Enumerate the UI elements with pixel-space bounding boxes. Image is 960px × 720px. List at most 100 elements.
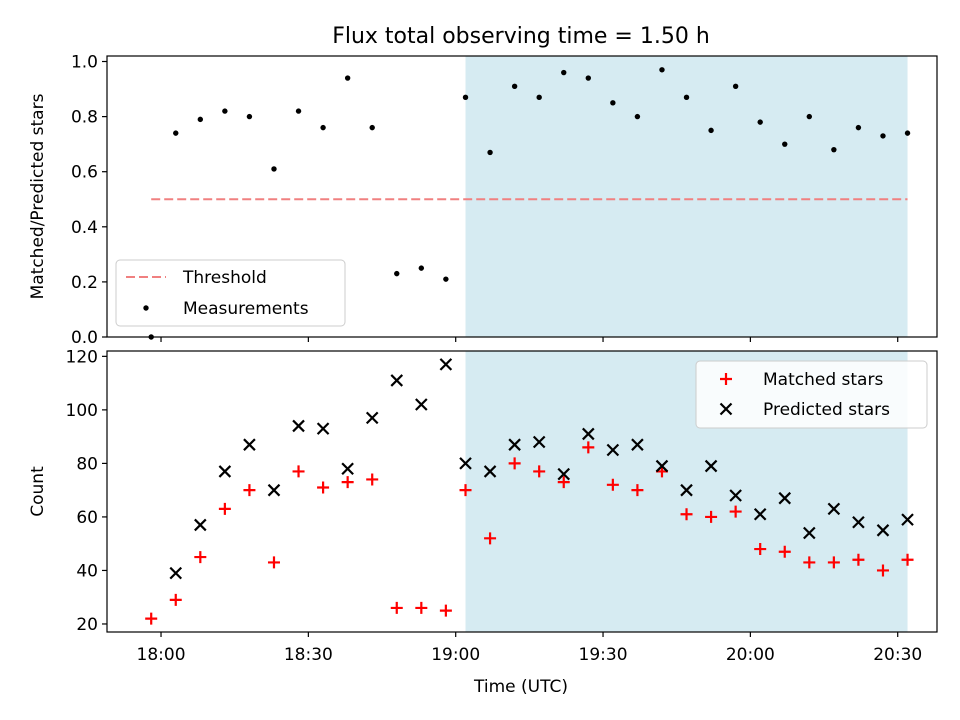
predicted-stars-point: [483, 465, 497, 478]
matched-stars-point: [341, 476, 354, 489]
y-tick-label: 100: [66, 401, 98, 421]
legend-threshold-label: Threshold: [182, 268, 267, 288]
predicted-stars-point: [680, 483, 693, 497]
x-tick-label: 18:00: [137, 645, 186, 665]
predicted-stars-point: [704, 459, 718, 473]
measurement-point: [295, 108, 302, 114]
measurement-point: [634, 113, 641, 120]
matched-stars-point: [876, 564, 889, 577]
matched-stars-point: [680, 508, 693, 521]
measurement-point: [320, 124, 326, 131]
matched-stars-point: [606, 478, 619, 491]
matched-stars-point: [557, 476, 570, 489]
x-tick-label: 20:30: [873, 645, 922, 665]
matched-stars-point: [852, 553, 865, 566]
predicted-stars-point: [876, 524, 890, 537]
y-tick-label: 0.6: [71, 163, 98, 183]
predicted-stars-point: [390, 374, 404, 387]
measurement-point: [561, 69, 567, 76]
predicted-stars-point: [582, 427, 595, 441]
measurement-point: [443, 276, 449, 282]
axes-frame: [106, 350, 938, 633]
predicted-stars-point: [316, 422, 330, 435]
matched-stars-point: [705, 510, 718, 523]
matched-stars-point: [484, 532, 497, 545]
matched-stars-point: [508, 457, 521, 470]
predicted-stars-point: [803, 526, 816, 540]
matched-stars-point: [267, 556, 280, 569]
predicted-stars-point: [655, 459, 669, 473]
legend-box: [115, 259, 346, 327]
measurement-point: [394, 270, 400, 277]
predicted-stars-point: [243, 438, 256, 451]
measurement-point: [732, 83, 739, 90]
observing-window-shade: [465, 56, 908, 337]
x-axis-label: Time (UTC): [473, 677, 568, 697]
measurement-point: [487, 149, 493, 156]
predicted-stars-point: [532, 435, 546, 449]
predicted-stars-point: [267, 483, 281, 497]
matched-stars-point: [243, 484, 256, 497]
x-tick-label: 20:00: [726, 645, 775, 665]
legend-measurement-swatch: [143, 305, 149, 311]
predicted-stars-point: [292, 419, 305, 433]
matched-stars-point: [533, 465, 546, 478]
predicted-stars-point: [508, 438, 521, 451]
ratio-panel: 0.0 0.2 0.4 0.6 0.8 1.0 Matched/Predicted star…: [28, 53, 938, 348]
y-tick-label: 60: [76, 508, 98, 528]
predicted-stars-point: [753, 507, 767, 521]
y-tick-label: 120: [66, 347, 98, 367]
measurement-point: [197, 116, 204, 123]
measurement-point: [418, 265, 425, 271]
y-axis-label: Count: [28, 466, 48, 517]
measurement-point: [806, 113, 813, 120]
matched-stars-point: [729, 505, 742, 518]
matched-stars-point: [901, 553, 914, 566]
measurement-point: [757, 119, 763, 125]
predicted-stars-point: [606, 443, 620, 457]
measurement-point: [610, 100, 616, 106]
matched-stars-point: [317, 481, 330, 494]
measurement-point: [831, 146, 837, 153]
matched-stars-point: [582, 441, 595, 454]
measurement-point: [344, 75, 351, 81]
matched-stars-point: [390, 601, 403, 614]
predicted-stars-point: [415, 398, 428, 411]
predicted-stars-point: [365, 411, 379, 425]
matched-stars-point: [754, 543, 767, 556]
y-tick-label: 0.8: [71, 108, 98, 128]
matched-stars-point: [803, 556, 816, 569]
predicted-stars-point: [218, 465, 232, 478]
measurement-point: [855, 124, 862, 131]
legend-measurement-label: Measurements: [183, 299, 309, 319]
chart-title: Flux total observing time = 1.50 h: [332, 24, 710, 49]
y-tick-label: 1.0: [71, 53, 98, 73]
y-tick-label: 20: [76, 615, 98, 635]
predicted-stars-point: [341, 462, 354, 476]
axes-frame: [106, 55, 938, 338]
measurement-point: [904, 130, 911, 136]
x-tick-label: 18:30: [284, 645, 333, 665]
measurement-point: [683, 94, 690, 101]
matched-stars-point: [778, 545, 791, 558]
measurement-point: [511, 83, 518, 90]
x-tick-label: 19:30: [579, 645, 628, 665]
measurement-point: [536, 94, 542, 101]
matched-stars-point: [145, 612, 158, 625]
measurement-point: [782, 141, 788, 147]
matched-stars-point: [439, 604, 452, 617]
count-panel: 20 40 60 80 100 120 18:00 18:30 19:00 19:30 20:00 2…: [28, 347, 938, 665]
matched-stars-point: [415, 601, 428, 614]
predicted-stars-point: [827, 502, 841, 516]
measurement-point: [271, 166, 277, 172]
predicted-stars-point: [459, 457, 472, 470]
measurement-point: [880, 133, 886, 139]
y-tick-label: 80: [76, 454, 98, 474]
y-tick-label: 0.4: [71, 218, 98, 238]
x-tick-label: 19:00: [431, 645, 480, 665]
predicted-stars-point: [729, 489, 742, 502]
predicted-stars-point: [852, 515, 865, 529]
legend-predicted-label: Predicted stars: [763, 400, 890, 420]
measurement-point: [585, 75, 592, 81]
matched-stars-point: [292, 465, 305, 478]
